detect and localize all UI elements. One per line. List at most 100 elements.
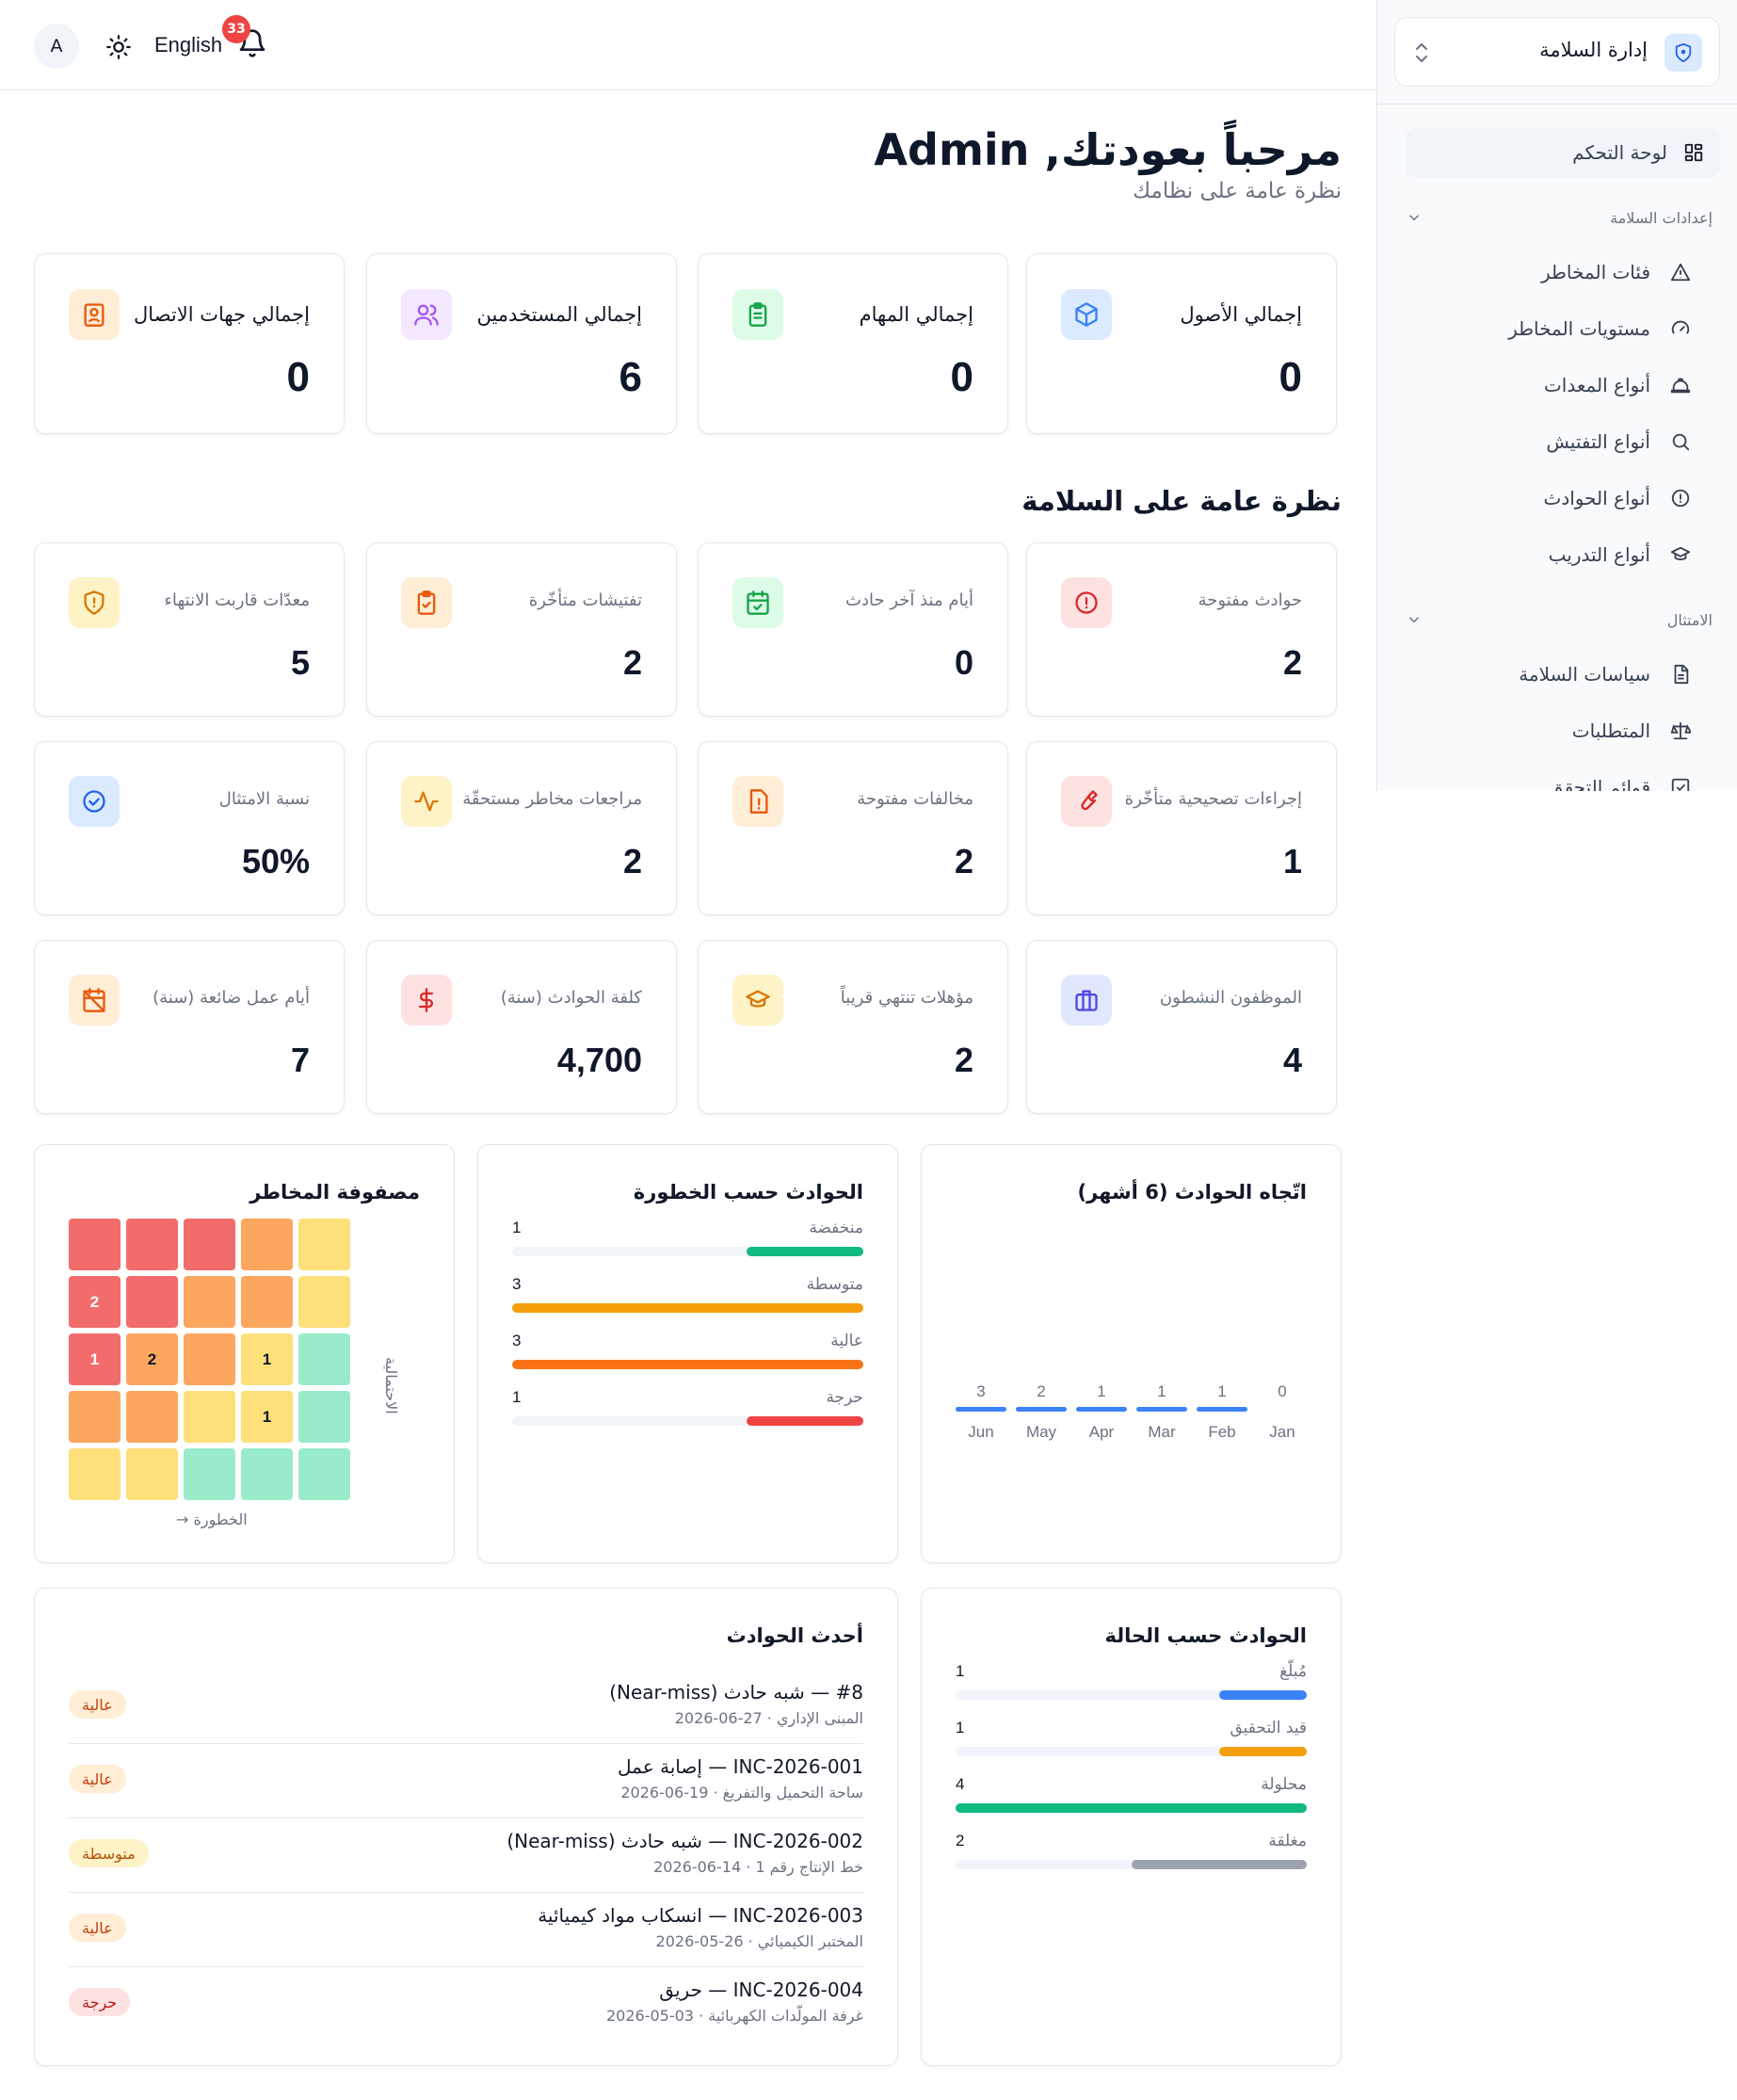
risk-matrix-cell[interactable] xyxy=(184,1391,235,1443)
risk-matrix-title: مصفوفة المخاطر xyxy=(249,1181,420,1203)
safety-card[interactable]: الموظفون النشطون 4 xyxy=(1026,940,1337,1114)
trend-month-label: Jun xyxy=(968,1423,994,1441)
card-value: 0 xyxy=(1279,354,1302,400)
risk-matrix-cell[interactable] xyxy=(184,1219,235,1270)
risk-matrix-cell[interactable] xyxy=(241,1448,293,1500)
incident-list-item[interactable]: INC-2026-001 — إصابة عمل ساحة التحميل وال… xyxy=(69,1744,863,1818)
risk-matrix-cell[interactable]: 2 xyxy=(126,1333,178,1385)
safety-card[interactable]: معدّات قاربت الانتهاء 5 xyxy=(34,542,345,717)
card-value: 0 xyxy=(954,643,973,682)
incident-title: INC-2026-003 — انسكاب مواد كيميائية xyxy=(538,1904,863,1927)
risk-matrix-cell[interactable] xyxy=(126,1276,178,1328)
risk-matrix-cell[interactable] xyxy=(126,1391,178,1443)
safety-card[interactable]: تفتيشات متأخّرة 2 xyxy=(366,542,677,717)
theme-toggle-button[interactable] xyxy=(100,28,137,66)
risk-matrix-cell[interactable] xyxy=(184,1333,235,1385)
sidebar-item-label: لوحة التحكم xyxy=(1572,141,1667,164)
sidebar-item-safety-policies[interactable]: سياسات السلامة xyxy=(1406,650,1720,699)
card-value: 6 xyxy=(619,354,642,400)
sidebar-item-incident-types[interactable]: أنواع الحوادث xyxy=(1406,474,1720,523)
safety-card[interactable]: حوادث مفتوحة 2 xyxy=(1026,542,1337,717)
safety-card[interactable]: مراجعات مخاطر مستحقّة 2 xyxy=(366,741,677,915)
risk-matrix-cell[interactable] xyxy=(298,1219,350,1270)
incident-meta: المبنى الإداري · 27-06-2026 xyxy=(674,1709,863,1727)
bar-fill xyxy=(1218,1747,1307,1756)
status-panel: الحوادث حسب الحالة مُبلّغ 1 قيد التحقيق 1 مح… xyxy=(921,1588,1342,2066)
sidebar-item-dashboard[interactable]: لوحة التحكم xyxy=(1406,128,1720,177)
risk-matrix-cell[interactable] xyxy=(241,1276,293,1328)
trend-value-label: 1 xyxy=(1217,1382,1227,1400)
severity-bar-row: حرجة 1 xyxy=(512,1388,863,1445)
card-value: 0 xyxy=(950,354,973,400)
sidebar-item-requirements[interactable]: المتطلبات xyxy=(1406,706,1720,755)
trend-column: 3 Jun xyxy=(956,1382,1006,1442)
card-label: مخالفات مفتوحة xyxy=(857,789,973,809)
incident-list-item[interactable]: INC-2026-004 — حريق غرفة المولّدات الكهرب… xyxy=(69,1967,863,2042)
sidebar-item-label: أنواع التدريب xyxy=(1548,543,1650,566)
totals-card[interactable]: إجمالي الأصول 0 xyxy=(1026,253,1337,434)
notifications-button[interactable] xyxy=(237,28,275,66)
sidebar-item-equipment-types[interactable]: أنواع المعدات xyxy=(1406,361,1720,410)
top-header: A English 33 xyxy=(0,0,1376,90)
bar-count: 2 xyxy=(956,1832,965,1850)
risk-matrix-cell[interactable] xyxy=(298,1333,350,1385)
risk-matrix-cell[interactable]: 1 xyxy=(241,1391,293,1443)
risk-matrix-cell[interactable] xyxy=(241,1219,293,1270)
bar-label: مغلقة xyxy=(1268,1832,1307,1850)
risk-matrix-cell[interactable]: 1 xyxy=(241,1333,293,1385)
incident-list-item[interactable]: #8 — شبه حادث (Near-miss) المبنى الإداري … xyxy=(69,1670,863,1744)
risk-matrix-cell[interactable]: 2 xyxy=(69,1276,121,1328)
risk-matrix-cell[interactable] xyxy=(69,1391,121,1443)
sidebar-item-label: فئات المخاطر xyxy=(1540,261,1650,283)
alert-circle-icon xyxy=(1061,577,1112,628)
safety-card[interactable]: أيام منذ آخر حادث 0 xyxy=(698,542,1008,717)
calendar-check-icon xyxy=(732,577,783,628)
bar-fill xyxy=(1218,1690,1307,1700)
clipboard-check-icon xyxy=(401,577,452,628)
totals-card[interactable]: إجمالي جهات الاتصال 0 xyxy=(34,253,345,434)
card-value: 2 xyxy=(1282,643,1302,682)
safety-card[interactable]: كلفة الحوادث (سنة) 4,700 xyxy=(366,940,677,1114)
card-label: الموظفون النشطون xyxy=(1159,988,1302,1008)
risk-matrix-cell[interactable] xyxy=(184,1276,235,1328)
risk-matrix-panel: مصفوفة المخاطر الاحتمالية الخطورة → 2 1 2 1… xyxy=(34,1144,455,1563)
risk-matrix-cell[interactable]: 1 xyxy=(69,1333,121,1385)
sidebar-item-checklists[interactable]: قوائم التحقق xyxy=(1406,763,1720,791)
risk-matrix-cell[interactable] xyxy=(69,1219,121,1270)
totals-card[interactable]: إجمالي المهام 0 xyxy=(698,253,1008,434)
sidebar-divider xyxy=(1377,104,1737,105)
risk-matrix-cell-count: 1 xyxy=(262,1349,272,1368)
sidebar-section-compliance[interactable]: الامتثال xyxy=(1406,603,1713,637)
card-label: كلفة الحوادث (سنة) xyxy=(500,988,642,1008)
risk-matrix-cell[interactable] xyxy=(298,1448,350,1500)
sidebar-item-training-types[interactable]: أنواع التدريب xyxy=(1406,530,1720,579)
risk-matrix-cell[interactable] xyxy=(126,1219,178,1270)
sidebar-item-inspection-types[interactable]: أنواع التفتيش xyxy=(1406,417,1720,466)
language-switcher[interactable]: English xyxy=(154,33,223,57)
user-avatar[interactable]: A xyxy=(34,24,79,69)
safety-card[interactable]: مخالفات مفتوحة 2 xyxy=(698,741,1008,915)
risk-matrix-cell[interactable] xyxy=(298,1276,350,1328)
card-value: 1 xyxy=(1282,842,1302,880)
sidebar-item-label: المتطلبات xyxy=(1571,719,1650,742)
safety-card[interactable]: نسبة الامتثال 50% xyxy=(34,741,345,915)
totals-card[interactable]: إجمالي المستخدمين 6 xyxy=(366,253,677,434)
sidebar-item-risk-levels[interactable]: مستويات المخاطر xyxy=(1406,304,1720,353)
incident-list-item[interactable]: INC-2026-003 — انسكاب مواد كيميائية المخت… xyxy=(69,1893,863,1967)
shield-alert-icon xyxy=(69,577,120,628)
bar-track xyxy=(512,1247,863,1256)
sidebar-section-safety-settings[interactable]: إعدادات السلامة xyxy=(1406,201,1713,234)
wrench-icon xyxy=(1061,776,1112,827)
incident-list-item[interactable]: INC-2026-002 — شبه حادث (Near-miss) خط ال… xyxy=(69,1818,863,1893)
safety-card[interactable]: إجراءات تصحيحية متأخّرة 1 xyxy=(1026,741,1337,915)
trend-month-label: Feb xyxy=(1208,1423,1236,1441)
risk-matrix-cell[interactable] xyxy=(298,1391,350,1443)
risk-matrix-cell[interactable] xyxy=(69,1448,121,1500)
safety-card[interactable]: مؤهلات تنتهي قريباً 2 xyxy=(698,940,1008,1114)
brand-switcher[interactable]: إدارة السلامة xyxy=(1394,17,1720,87)
safety-card[interactable]: أيام عمل ضائعة (سنة) 7 xyxy=(34,940,345,1114)
risk-matrix-cell[interactable] xyxy=(184,1448,235,1500)
sidebar-item-risk-categories[interactable]: فئات المخاطر xyxy=(1406,248,1720,297)
risk-matrix-cell[interactable] xyxy=(126,1448,178,1500)
trend-month-label: Mar xyxy=(1148,1423,1176,1441)
